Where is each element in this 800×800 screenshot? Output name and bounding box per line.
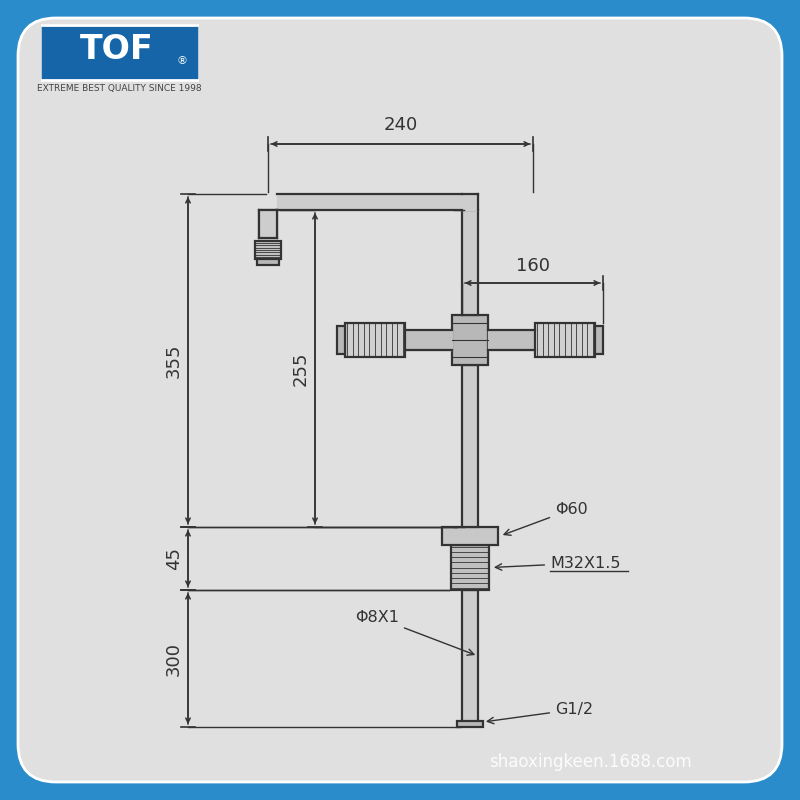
FancyBboxPatch shape <box>18 18 782 782</box>
Bar <box>595 326 603 354</box>
Bar <box>462 210 478 315</box>
Bar <box>42 25 197 80</box>
Polygon shape <box>259 210 277 238</box>
Text: 355: 355 <box>165 343 183 378</box>
Text: shaoxingkeen.1688.com: shaoxingkeen.1688.com <box>489 753 691 771</box>
Polygon shape <box>488 330 535 350</box>
Bar <box>451 545 489 590</box>
Text: 300: 300 <box>165 642 183 675</box>
Text: Φ8X1: Φ8X1 <box>355 610 474 655</box>
Text: ®: ® <box>176 56 187 66</box>
Bar <box>257 259 279 265</box>
Polygon shape <box>462 194 478 210</box>
Polygon shape <box>405 330 452 350</box>
Bar <box>457 721 483 727</box>
Bar <box>462 365 478 527</box>
Text: G1/2: G1/2 <box>487 702 593 724</box>
Text: 160: 160 <box>515 257 550 275</box>
Text: TOF: TOF <box>79 34 154 66</box>
Bar <box>255 241 281 259</box>
Text: EXTREME BEST QUALITY SINCE 1998: EXTREME BEST QUALITY SINCE 1998 <box>37 85 202 94</box>
Polygon shape <box>277 194 462 210</box>
Bar <box>452 315 488 365</box>
Text: Φ60: Φ60 <box>504 502 588 535</box>
Bar <box>535 323 595 357</box>
Bar <box>462 590 478 722</box>
Text: 255: 255 <box>292 351 310 386</box>
Text: M32X1.5: M32X1.5 <box>495 555 621 570</box>
Bar <box>442 527 498 545</box>
Bar <box>259 210 277 238</box>
Text: 45: 45 <box>165 547 183 570</box>
Bar <box>345 323 405 357</box>
Text: 240: 240 <box>383 116 418 134</box>
Bar <box>337 326 345 354</box>
